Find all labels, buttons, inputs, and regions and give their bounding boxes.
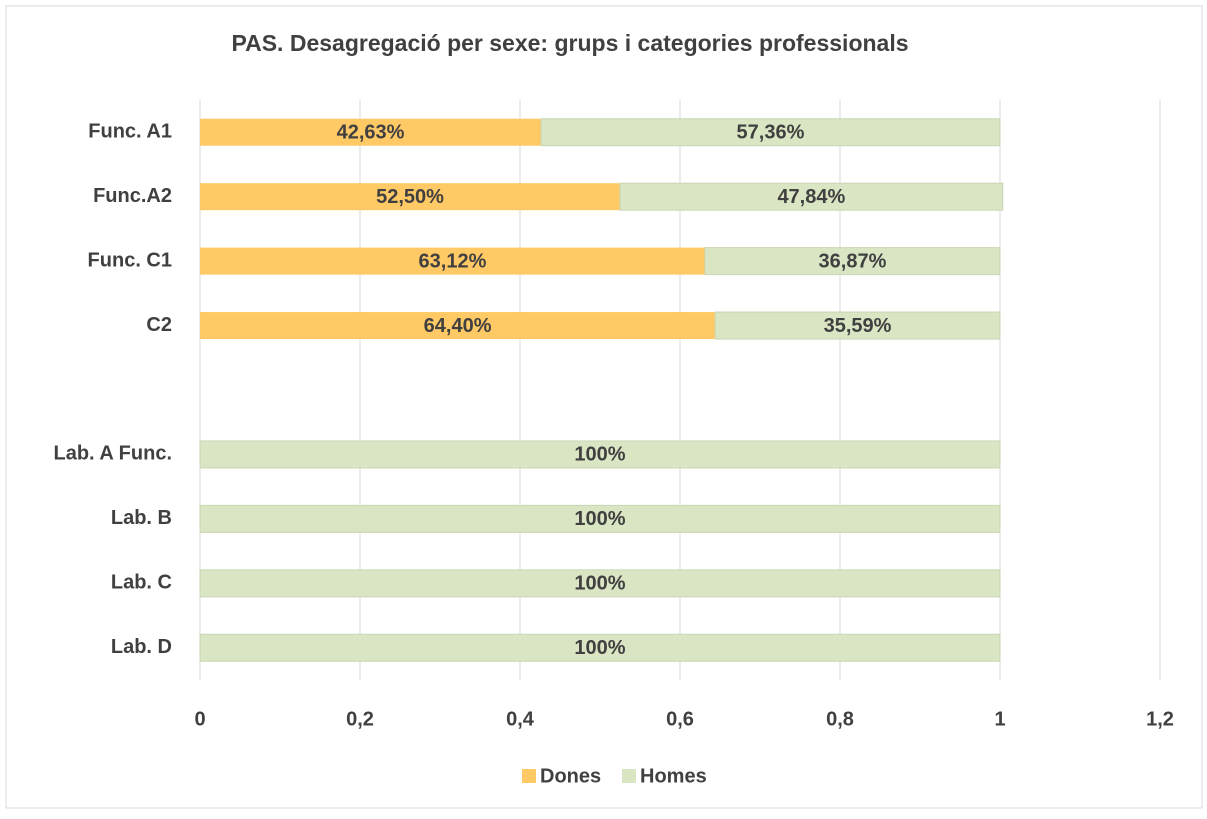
bar-segment bbox=[200, 183, 620, 211]
x-tick-label: 0,6 bbox=[666, 708, 694, 730]
data-label: 100% bbox=[574, 444, 625, 466]
x-tick-label: 1,2 bbox=[1146, 708, 1174, 730]
bar-segment bbox=[200, 247, 705, 275]
bar-segment bbox=[540, 118, 1001, 147]
x-tick-label: 1 bbox=[994, 708, 1005, 730]
x-tick-label: 0 bbox=[194, 708, 205, 730]
x-tick-label: 0,2 bbox=[346, 708, 374, 730]
data-label: 100% bbox=[574, 637, 625, 659]
y-tick-label: Lab. B bbox=[111, 507, 172, 529]
data-label: 42,63% bbox=[337, 122, 405, 144]
bar-segment bbox=[199, 504, 1001, 533]
y-tick-label: Func. A1 bbox=[88, 121, 172, 143]
x-tick-label: 0,4 bbox=[506, 708, 535, 730]
bar-segment bbox=[199, 569, 1001, 598]
data-label: 57,36% bbox=[737, 122, 805, 144]
bar-segment bbox=[714, 311, 1001, 340]
data-label: 52,50% bbox=[376, 186, 444, 208]
y-tick-label: Lab. A Func. bbox=[53, 443, 172, 465]
bar-segment bbox=[619, 182, 1004, 211]
chart-title: PAS. Desagregació per sexe: grups i cate… bbox=[231, 30, 908, 56]
bar-segment bbox=[199, 440, 1001, 469]
legend-label: Dones bbox=[540, 765, 601, 787]
bar-segment bbox=[704, 247, 1001, 276]
data-label: 35,59% bbox=[824, 315, 892, 337]
bar-segment bbox=[199, 633, 1001, 662]
y-tick-label: Func. C1 bbox=[88, 249, 172, 271]
data-label: 64,40% bbox=[424, 315, 492, 337]
y-tick-label: Func.A2 bbox=[93, 185, 172, 207]
data-label: 36,87% bbox=[819, 250, 887, 272]
legend-label: Homes bbox=[640, 765, 707, 787]
x-tick-label: 0,8 bbox=[826, 708, 854, 730]
legend-swatch bbox=[622, 769, 636, 783]
y-tick-label: Lab. C bbox=[111, 572, 172, 594]
data-label: 100% bbox=[574, 573, 625, 595]
legend-swatch bbox=[522, 769, 536, 783]
data-label: 47,84% bbox=[777, 186, 845, 208]
y-tick-label: Lab. D bbox=[111, 636, 172, 658]
bar-segment bbox=[200, 312, 716, 340]
y-tick-label: C2 bbox=[146, 314, 172, 336]
data-label: 100% bbox=[574, 508, 625, 530]
bar-segment bbox=[200, 118, 542, 146]
data-label: 63,12% bbox=[419, 250, 487, 272]
